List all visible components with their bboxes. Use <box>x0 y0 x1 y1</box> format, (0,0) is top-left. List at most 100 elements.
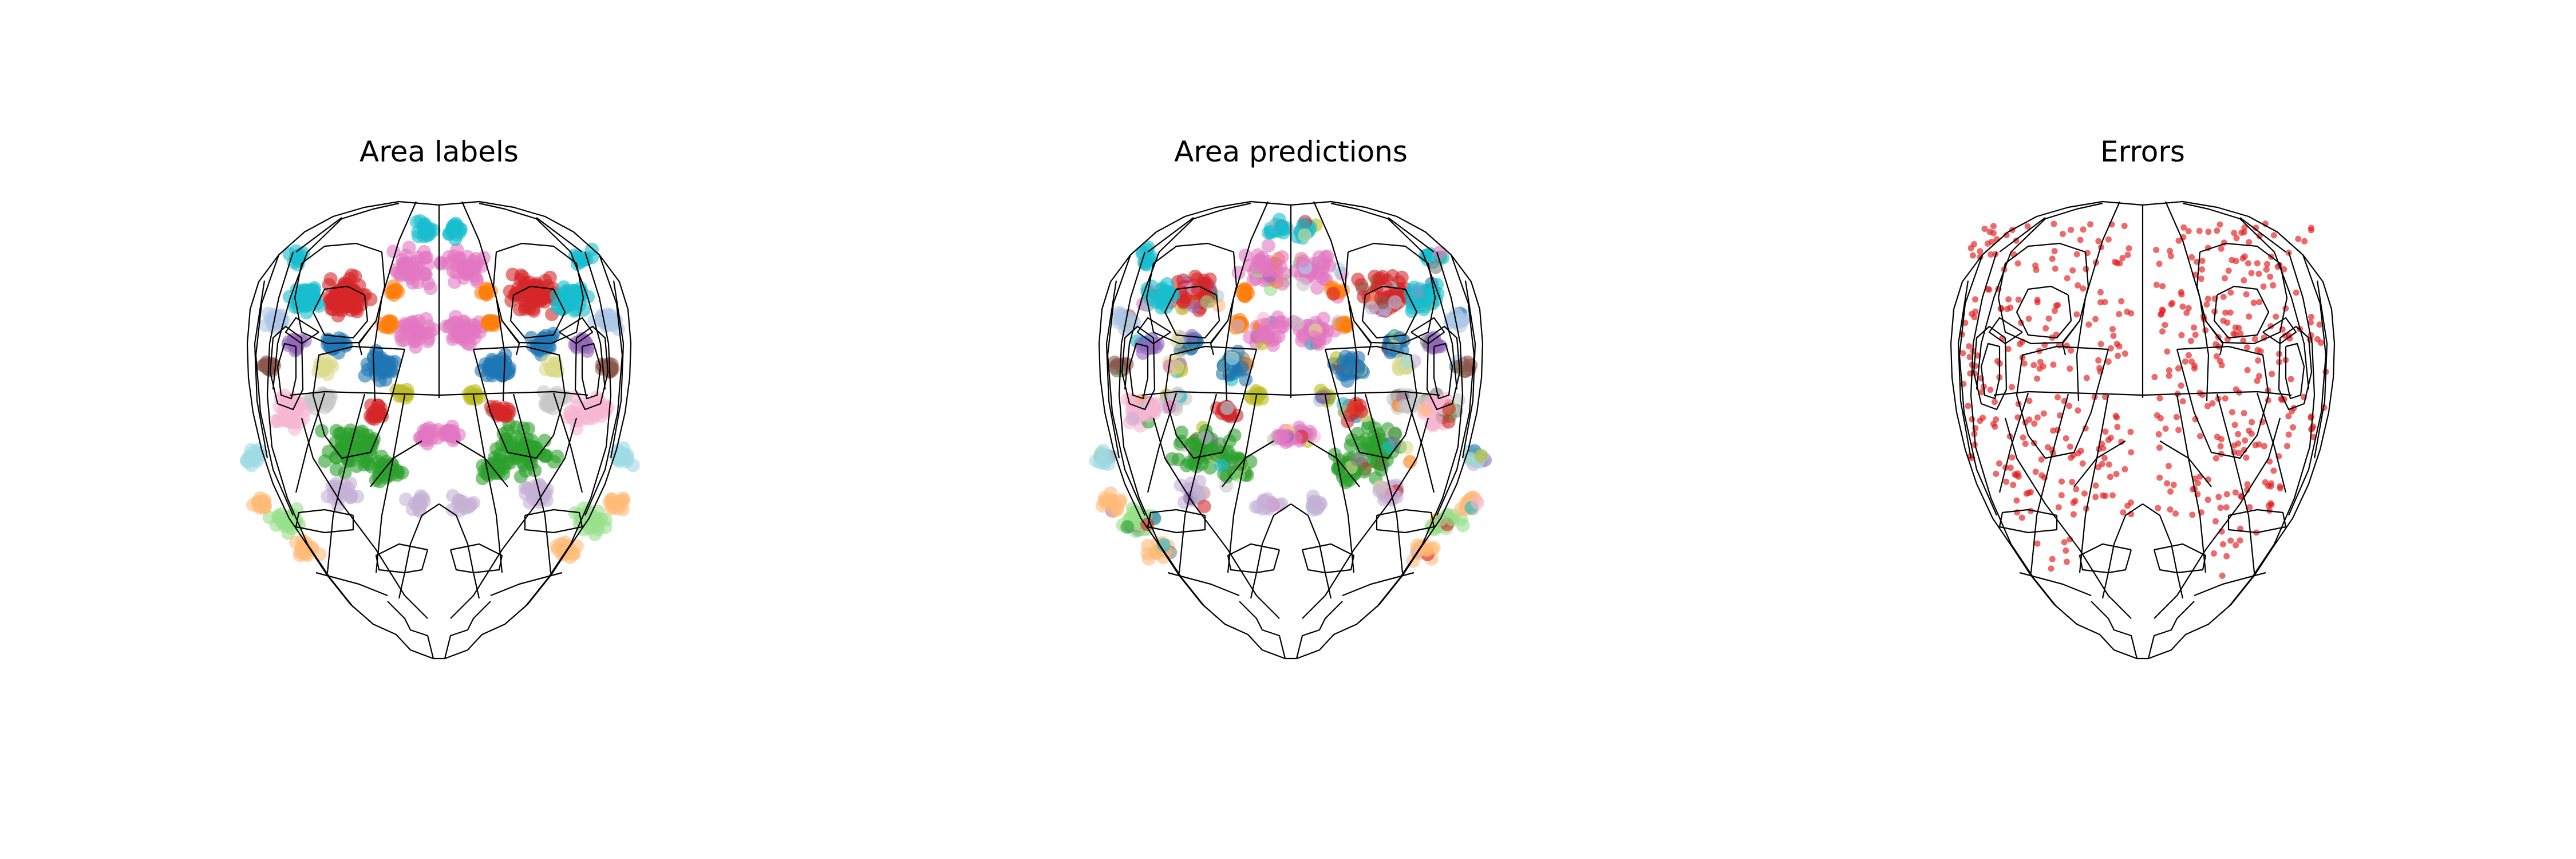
cell-dot-1130 <box>268 414 282 428</box>
cell-dot-537 <box>591 522 605 537</box>
error-dot-36 <box>2243 454 2250 461</box>
error-dot-356 <box>2075 407 2081 414</box>
cell-dot-229 <box>1405 283 1420 298</box>
cell-dot-1309 <box>399 492 413 506</box>
cell-dot-594 <box>1326 287 1340 301</box>
cell-dot-989 <box>1268 332 1282 346</box>
error-dot-31 <box>2156 474 2163 481</box>
error-dot-165 <box>2209 400 2216 407</box>
error-dot-452 <box>2069 479 2076 486</box>
area-boundary-right <box>444 601 491 659</box>
cell-dot-873 <box>1188 438 1203 452</box>
error-dot-353 <box>1993 470 2000 477</box>
area-boundary-right <box>1364 393 1404 573</box>
error-dot-426 <box>2024 223 2031 230</box>
error-dot-129 <box>2196 227 2203 234</box>
error-dot-403 <box>2063 435 2069 442</box>
hemisphere-boundary-right <box>2142 200 2336 660</box>
area-boundary-left <box>326 393 366 573</box>
error-dot-344 <box>2119 255 2126 262</box>
cell-dot-1016 <box>1220 470 1234 484</box>
area-boundary-right <box>2287 254 2327 516</box>
cell-dot-918 <box>1157 293 1172 308</box>
cell-dot-1347 <box>411 225 425 239</box>
error-dot-374 <box>1992 399 1998 405</box>
error-dot-419 <box>2070 511 2077 518</box>
cell-dot-1259 <box>252 497 267 511</box>
area-boundary-right <box>2278 325 2313 411</box>
cell-dot-373 <box>1381 341 1396 355</box>
cell-dot-185 <box>515 440 530 455</box>
area-boundary-right <box>1301 543 1355 574</box>
error-dot-22 <box>2250 300 2257 306</box>
cell-dot-225 <box>573 289 587 303</box>
error-dot-470 <box>2124 308 2131 315</box>
cell-dot-801 <box>385 356 399 370</box>
cell-dot-1226 <box>1120 520 1135 534</box>
error-dot-94 <box>2301 238 2308 245</box>
brain-outline <box>1098 200 1484 660</box>
cell-dot-756 <box>1200 277 1215 291</box>
error-dot-224 <box>2254 377 2261 384</box>
area-boundary-left <box>1998 509 2058 534</box>
error-dot-458 <box>2015 296 2022 303</box>
area-boundary-left <box>2016 285 2072 339</box>
error-dot-350 <box>2063 342 2070 349</box>
error-dot-445 <box>2059 478 2065 485</box>
area-boundary-left <box>312 345 406 459</box>
area-boundary-left <box>370 440 422 487</box>
area-boundary-right <box>450 417 578 619</box>
area-boundary-right <box>2147 601 2195 659</box>
error-dot-436 <box>2095 238 2102 245</box>
error-dot-78 <box>2164 348 2171 355</box>
error-dot-313 <box>1978 389 1985 396</box>
error-dot-26 <box>2178 332 2185 338</box>
error-dot-146 <box>2212 341 2219 348</box>
cell-dot-22 <box>513 302 527 317</box>
error-dot-440 <box>2095 357 2102 364</box>
error-dot-493 <box>1971 442 1978 448</box>
error-dot-355 <box>2105 236 2112 243</box>
cell-dot-1259 <box>1104 486 1118 501</box>
area-boundary-left <box>1105 280 1120 459</box>
cell-dot-1242 <box>289 535 303 550</box>
error-dot-494 <box>2109 326 2116 333</box>
error-dot-420 <box>2031 420 2038 427</box>
area-boundary-left <box>1998 392 2029 493</box>
area-boundary-left <box>1958 254 1998 516</box>
area-boundary-right <box>1426 325 1461 411</box>
error-dot-489 <box>1996 460 2002 467</box>
area-boundary-right <box>559 317 594 345</box>
cell-dot-873 <box>340 432 354 446</box>
error-dot-255 <box>2223 553 2230 559</box>
area-boundary-right <box>584 254 623 516</box>
area-boundary-right <box>1353 320 1372 356</box>
cell-dot-447 <box>588 397 603 412</box>
error-dot-327 <box>2128 449 2135 456</box>
error-dot-443 <box>1966 353 1973 360</box>
area-boundary-left <box>1222 440 1274 487</box>
error-dot-408 <box>2118 298 2125 305</box>
error-dot-302 <box>2040 410 2047 417</box>
error-dot-104 <box>2204 497 2211 503</box>
cell-dot-1241 <box>1156 550 1171 565</box>
error-dot-480 <box>2097 341 2104 348</box>
area-boundary-right <box>1330 202 1458 390</box>
error-dot-462 <box>2100 445 2107 452</box>
error-dot-386 <box>2021 360 2028 367</box>
error-dot-410 <box>2114 424 2121 431</box>
cell-dot-872 <box>352 442 366 456</box>
error-dot-333 <box>2005 296 2012 303</box>
cell-dot-1017 <box>365 460 379 474</box>
cell-dot-946 <box>1231 266 1246 280</box>
cell-dot-1018 <box>377 465 392 479</box>
error-dot-177 <box>2295 235 2302 242</box>
area-boundary-left <box>2079 395 2109 573</box>
error-dot-405 <box>2096 365 2103 372</box>
cell-dot-445 <box>1442 402 1456 416</box>
cell-dot-1038 <box>1220 401 1234 415</box>
error-dot-180 <box>2229 409 2235 416</box>
cell-dot-267 <box>1320 249 1334 263</box>
error-dot-192 <box>2269 371 2275 377</box>
error-dot-116 <box>2217 505 2224 511</box>
